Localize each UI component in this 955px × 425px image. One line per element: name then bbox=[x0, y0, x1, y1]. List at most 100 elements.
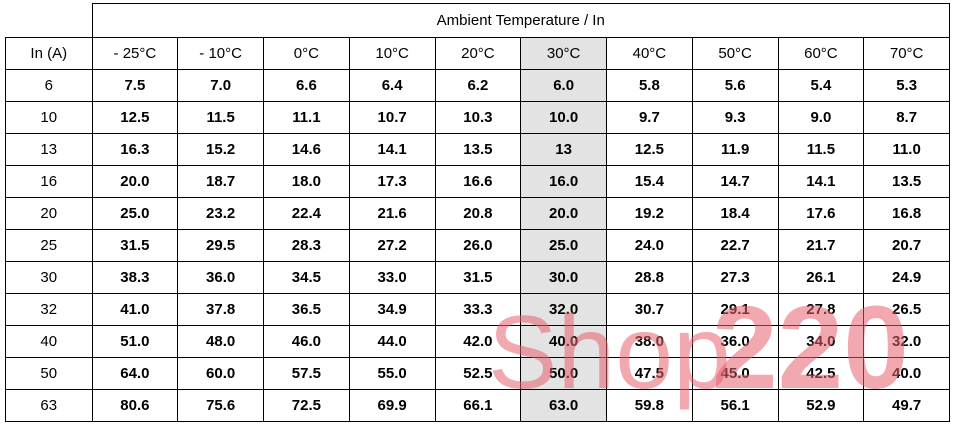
cell: 17.3 bbox=[348, 165, 436, 198]
cell: 9.0 bbox=[777, 101, 865, 134]
cell: 50.0 bbox=[520, 357, 607, 390]
cell: 42.5 bbox=[777, 357, 865, 390]
cell: 17.6 bbox=[777, 197, 865, 230]
cell: 32.0 bbox=[520, 293, 607, 326]
cell: 5.8 bbox=[606, 69, 693, 102]
cell: 27.2 bbox=[348, 229, 436, 262]
row-header: 16 bbox=[5, 165, 93, 198]
data-row: 20 25.0 23.2 22.4 21.6 20.8 20.0 19.2 18.4 17.6 16… bbox=[5, 197, 950, 230]
cell: 24.9 bbox=[863, 261, 950, 294]
row-header: 25 bbox=[5, 229, 93, 262]
cell: 13.5 bbox=[434, 133, 522, 166]
derating-table: Ambient Temperature / In In (A) - 25°C - 1… bbox=[5, 3, 950, 422]
cell: 49.7 bbox=[863, 389, 950, 422]
cell: 52.9 bbox=[777, 389, 865, 422]
cell: 47.5 bbox=[606, 357, 693, 390]
cell: 20.8 bbox=[434, 197, 522, 230]
cell: 80.6 bbox=[91, 389, 179, 422]
cell: 34.5 bbox=[263, 261, 350, 294]
cell: 20.0 bbox=[91, 165, 179, 198]
column-header: 30°C bbox=[520, 37, 607, 70]
data-row: 32 41.0 37.8 36.5 34.9 33.3 32.0 30.7 29.1 27.8 26… bbox=[5, 293, 950, 326]
column-header: In (A) bbox=[5, 37, 93, 70]
cell: 31.5 bbox=[434, 261, 522, 294]
cell: 19.2 bbox=[606, 197, 693, 230]
row-header: 13 bbox=[5, 133, 93, 166]
cell: 16.6 bbox=[434, 165, 522, 198]
cell: 57.5 bbox=[263, 357, 350, 390]
cell: 60.0 bbox=[177, 357, 264, 390]
row-header: 6 bbox=[5, 69, 93, 102]
cell: 36.0 bbox=[177, 261, 264, 294]
data-row: 10 12.5 11.5 11.1 10.7 10.3 10.0 9.7 9.3 9.0 8.7 bbox=[5, 101, 950, 134]
cell: 38.3 bbox=[91, 261, 179, 294]
row-header: 20 bbox=[5, 197, 93, 230]
data-row: 25 31.5 29.5 28.3 27.2 26.0 25.0 24.0 22.7 21.7 20… bbox=[5, 229, 950, 262]
cell: 66.1 bbox=[434, 389, 522, 422]
cell: 33.0 bbox=[348, 261, 436, 294]
cell: 11.9 bbox=[691, 133, 779, 166]
column-header: 10°C bbox=[348, 37, 436, 70]
data-row: 40 51.0 48.0 46.0 44.0 42.0 40.0 38.0 36.0 34.0 32… bbox=[5, 325, 950, 358]
column-header: - 25°C bbox=[91, 37, 179, 70]
cell: 40.0 bbox=[863, 357, 950, 390]
cell: 26.5 bbox=[863, 293, 950, 326]
cell: 37.8 bbox=[177, 293, 264, 326]
cell: 16.3 bbox=[91, 133, 179, 166]
data-row: 30 38.3 36.0 34.5 33.0 31.5 30.0 28.8 27.3 26.1 24… bbox=[5, 261, 950, 294]
cell: 46.0 bbox=[263, 325, 350, 358]
cell: 11.5 bbox=[777, 133, 865, 166]
blank-cell bbox=[5, 3, 93, 38]
cell: 69.9 bbox=[348, 389, 436, 422]
cell: 32.0 bbox=[863, 325, 950, 358]
cell: 30.0 bbox=[520, 261, 607, 294]
cell: 15.2 bbox=[177, 133, 264, 166]
cell: 6.4 bbox=[348, 69, 436, 102]
cell: 72.5 bbox=[263, 389, 350, 422]
cell: 9.7 bbox=[606, 101, 693, 134]
column-header: 70°C bbox=[863, 37, 950, 70]
cell: 75.6 bbox=[177, 389, 264, 422]
row-header: 63 bbox=[5, 389, 93, 422]
cell: 36.0 bbox=[691, 325, 779, 358]
cell: 63.0 bbox=[520, 389, 607, 422]
cell: 26.1 bbox=[777, 261, 865, 294]
cell: 15.4 bbox=[606, 165, 693, 198]
title-row: Ambient Temperature / In bbox=[5, 3, 950, 38]
data-row: 16 20.0 18.7 18.0 17.3 16.6 16.0 15.4 14.7 14.1 13… bbox=[5, 165, 950, 198]
cell: 12.5 bbox=[606, 133, 693, 166]
cell: 25.0 bbox=[91, 197, 179, 230]
cell: 13 bbox=[520, 133, 607, 166]
cell: 5.6 bbox=[691, 69, 779, 102]
cell: 59.8 bbox=[606, 389, 693, 422]
cell: 24.0 bbox=[606, 229, 693, 262]
cell: 13.5 bbox=[863, 165, 950, 198]
cell: 18.7 bbox=[177, 165, 264, 198]
cell: 10.7 bbox=[348, 101, 436, 134]
cell: 29.1 bbox=[691, 293, 779, 326]
cell: 42.0 bbox=[434, 325, 522, 358]
row-header: 30 bbox=[5, 261, 93, 294]
cell: 34.0 bbox=[777, 325, 865, 358]
cell: 14.6 bbox=[263, 133, 350, 166]
cell: 14.1 bbox=[777, 165, 865, 198]
cell: 22.7 bbox=[691, 229, 779, 262]
cell: 20.7 bbox=[863, 229, 950, 262]
cell: 16.0 bbox=[520, 165, 607, 198]
cell: 44.0 bbox=[348, 325, 436, 358]
cell: 55.0 bbox=[348, 357, 436, 390]
cell: 26.0 bbox=[434, 229, 522, 262]
cell: 30.7 bbox=[606, 293, 693, 326]
cell: 5.3 bbox=[863, 69, 950, 102]
cell: 21.7 bbox=[777, 229, 865, 262]
cell: 29.5 bbox=[177, 229, 264, 262]
cell: 45.0 bbox=[691, 357, 779, 390]
cell: 11.5 bbox=[177, 101, 264, 134]
cell: 56.1 bbox=[691, 389, 779, 422]
cell: 27.3 bbox=[691, 261, 779, 294]
column-header: 40°C bbox=[606, 37, 693, 70]
cell: 5.4 bbox=[777, 69, 865, 102]
cell: 6.2 bbox=[434, 69, 522, 102]
cell: 11.0 bbox=[863, 133, 950, 166]
